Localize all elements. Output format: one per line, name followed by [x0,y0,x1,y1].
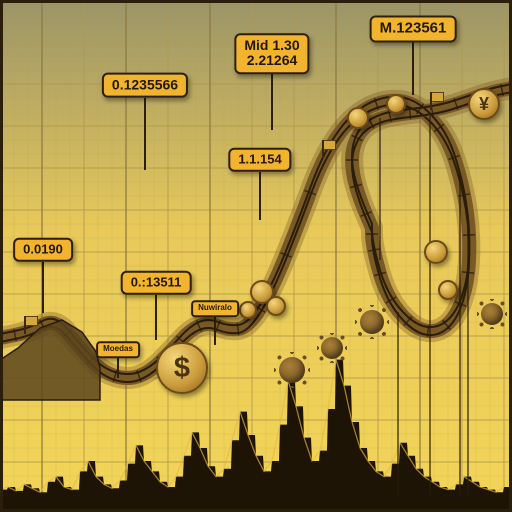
value-label: M.123561 [370,16,457,43]
coin-icon [424,240,448,264]
coin-icon [347,107,369,129]
label-pointer [42,262,44,313]
virus-icon [279,357,305,383]
label-pointer [259,172,261,220]
value-label: 0.1235566 [102,73,188,98]
value-label: Mid 1.302.21264 [234,33,309,74]
value-label: 0.0190 [13,238,73,262]
value-label: 0.:13511 [121,271,192,295]
virus-icon [481,303,503,325]
coin-icon: ¥ [468,88,500,120]
flag-icon [24,316,38,326]
value-label: Nuwiralo [191,300,239,317]
coin-icon [239,301,257,319]
label-pointer [144,98,146,170]
label-pointer [214,317,216,345]
value-label: Moedas [96,341,140,358]
flag-icon [430,92,444,102]
label-pointer [271,74,273,130]
flag-icon [322,140,336,150]
virus-icon [360,310,384,334]
value-label: 1.1.154 [228,148,291,172]
coin-icon [266,296,286,316]
label-pointer [412,42,414,95]
virus-icon [321,337,343,359]
label-pointer [117,358,119,378]
coin-icon: $ [156,342,208,394]
coin-icon [438,280,458,300]
label-pointer [155,295,157,340]
coin-icon [386,94,406,114]
